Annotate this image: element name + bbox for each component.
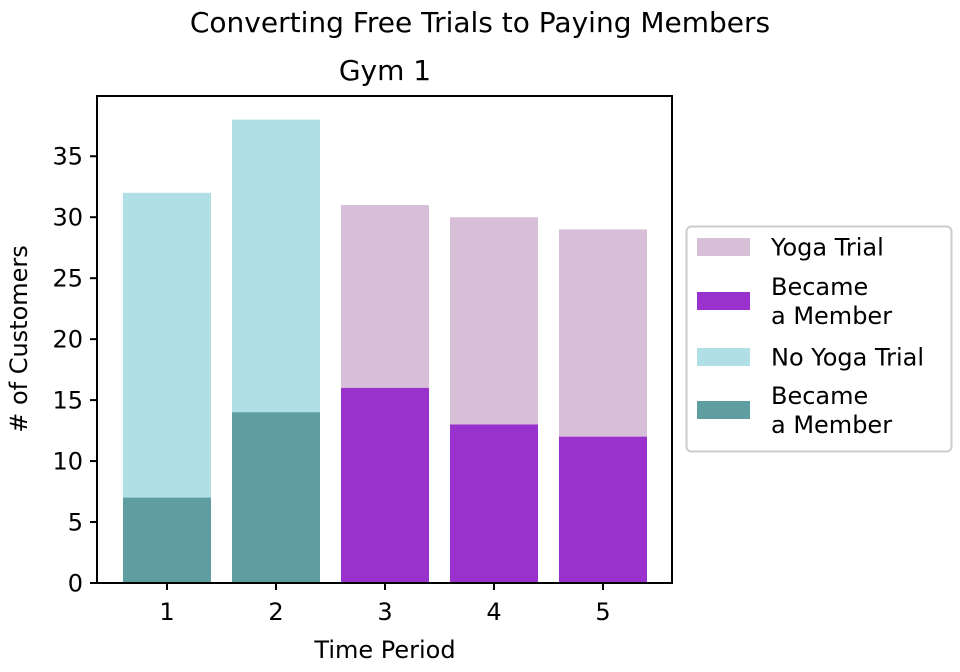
x-tick-label: 4 xyxy=(486,598,501,626)
y-tick-label: 30 xyxy=(52,204,83,232)
x-tick-label: 5 xyxy=(595,598,610,626)
y-tick-label: 15 xyxy=(52,387,83,415)
y-tick-label: 20 xyxy=(52,326,83,354)
x-axis: 1 2 3 4 5 xyxy=(159,583,611,626)
x-tick-label: 3 xyxy=(377,598,392,626)
bar-series-2-period-4 xyxy=(450,424,538,583)
x-axis-label: Time Period xyxy=(313,636,455,664)
legend-label-2: a Member xyxy=(771,302,892,330)
chart-subtitle: Gym 1 xyxy=(339,54,431,87)
y-tick-label: 0 xyxy=(68,570,83,598)
legend-swatch-3 xyxy=(697,348,750,366)
legend-frame xyxy=(685,225,953,453)
legend-label-2: Became xyxy=(771,273,868,301)
legend-label-4: Became xyxy=(771,382,868,410)
legend-label-1: Yoga Trial xyxy=(770,234,884,262)
y-tick-label: 10 xyxy=(52,448,83,476)
y-axis-label: # of Customers xyxy=(5,245,33,433)
chart-title: Converting Free Trials to Paying Members xyxy=(190,6,770,39)
legend-label-4: a Member xyxy=(771,411,892,439)
legend-label-3: No Yoga Trial xyxy=(771,344,924,372)
legend-swatch-4 xyxy=(697,401,750,419)
bar-series-4-period-1 xyxy=(123,497,211,583)
legend-swatch-1 xyxy=(697,238,750,256)
legend-swatch-2 xyxy=(697,292,750,310)
bar-series-4-period-2 xyxy=(232,412,320,583)
y-axis: 0 5 10 15 20 25 30 35 xyxy=(52,143,97,598)
bar-series-2-period-3 xyxy=(341,387,429,583)
bar-series-2-period-5 xyxy=(559,436,647,583)
y-tick-label: 35 xyxy=(52,143,83,171)
y-tick-label: 5 xyxy=(68,509,83,537)
bars-group xyxy=(123,119,647,584)
x-tick-label: 2 xyxy=(268,598,283,626)
x-tick-label: 1 xyxy=(159,598,174,626)
y-tick-label: 25 xyxy=(52,265,83,293)
